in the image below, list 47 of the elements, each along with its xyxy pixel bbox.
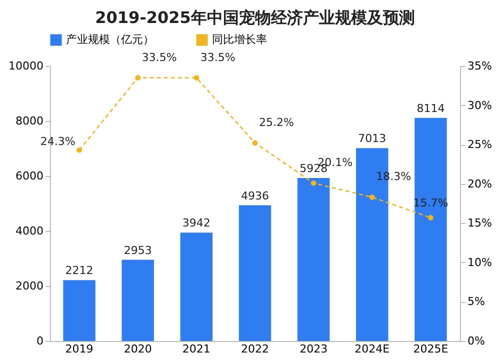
data-label: 3942 xyxy=(182,216,210,230)
y2-tick-label: 15% xyxy=(468,216,492,230)
point xyxy=(428,214,434,220)
point xyxy=(369,194,375,200)
x-tick-label: 2019 xyxy=(65,342,94,356)
bar xyxy=(180,232,213,341)
y2-tick-label: 5% xyxy=(468,295,485,308)
data-label: 2953 xyxy=(124,244,152,257)
data-label: 8114 xyxy=(416,102,445,115)
legend-label: 同比增长率 xyxy=(212,33,267,46)
data-label: 24.3% xyxy=(40,135,76,148)
x-tick-label: 2021 xyxy=(182,342,210,356)
x-tick-label: 2022 xyxy=(241,342,269,356)
data-label: 33.5% xyxy=(200,50,236,64)
legend-label: 产业规模（亿元） xyxy=(66,33,154,46)
y-tick-label: 0 xyxy=(36,334,44,348)
y2-tick-label: 10% xyxy=(468,256,492,269)
y-tick-label: 10000 xyxy=(8,60,44,72)
data-label: 7013 xyxy=(358,132,386,146)
data-label: 25.2% xyxy=(259,116,294,129)
x-tick-label: 2023 xyxy=(300,342,328,356)
bar xyxy=(122,260,154,341)
bar xyxy=(63,280,96,341)
point xyxy=(252,140,258,146)
bar xyxy=(238,205,272,341)
data-label: 2212 xyxy=(65,264,94,278)
chart-title: 2019-2025年中国宠物经济产业规模及预测 xyxy=(95,8,415,27)
y2-tick-label: 25% xyxy=(468,138,492,152)
x-tick-label: 2025E xyxy=(413,342,448,356)
data-label: 33.5% xyxy=(142,50,177,64)
point xyxy=(135,75,141,81)
point xyxy=(194,75,200,81)
y2-tick-label: 35% xyxy=(468,60,492,72)
y2-tick-label: 30% xyxy=(468,98,492,112)
bar xyxy=(414,118,447,341)
bar xyxy=(297,178,330,341)
y-tick-label: 4000 xyxy=(16,224,44,238)
x-tick-label: 2024E xyxy=(354,342,390,356)
y-tick-label: 6000 xyxy=(16,170,44,182)
y-tick-label: 8000 xyxy=(16,114,44,128)
x-tick-label: 2020 xyxy=(124,342,152,356)
point xyxy=(76,147,82,153)
data-label: 4936 xyxy=(241,189,269,202)
y-tick-label: 2000 xyxy=(16,280,44,292)
point xyxy=(310,180,316,186)
y2-tick-label: 20% xyxy=(468,177,492,190)
y2-tick-label: 0% xyxy=(468,334,485,348)
